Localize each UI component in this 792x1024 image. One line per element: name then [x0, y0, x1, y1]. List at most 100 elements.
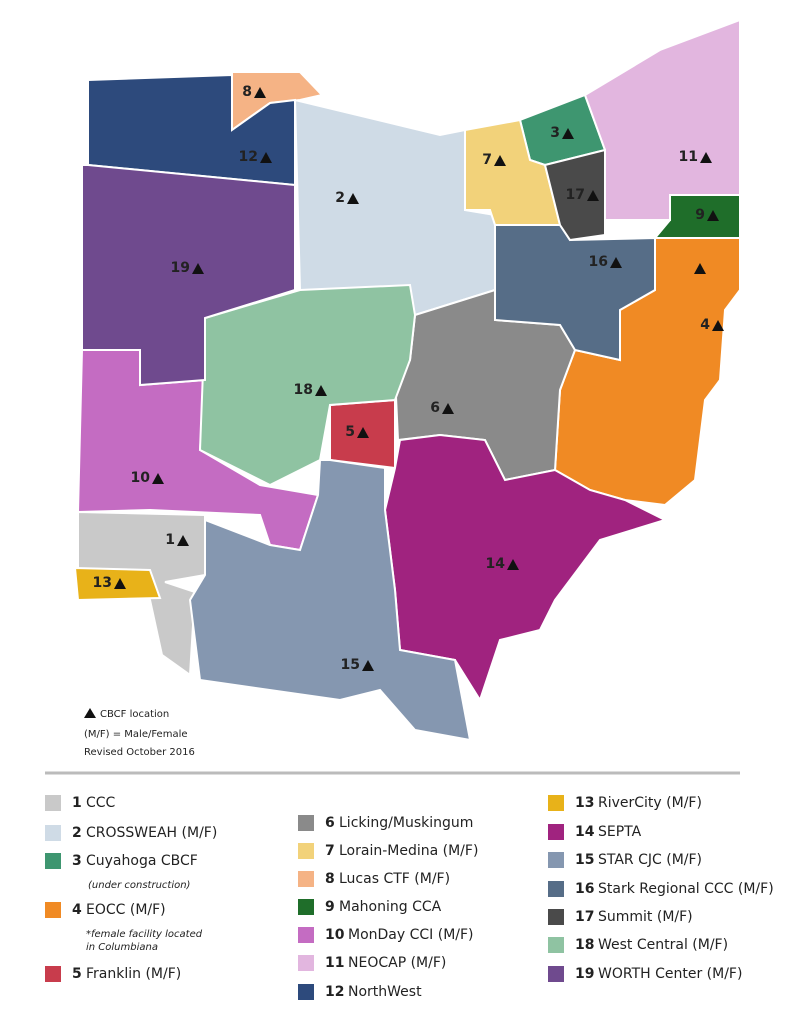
region-number: 12: [239, 149, 258, 165]
legend-number: 1: [72, 795, 82, 811]
key-text: Revised October 2016: [84, 747, 195, 758]
cbcf-marker: [694, 263, 706, 274]
legend-name: WORTH Center (M/F): [598, 966, 742, 982]
region-number: 7: [482, 152, 492, 168]
region-number: 4: [700, 317, 710, 333]
cbcf-marker: [357, 427, 369, 438]
legend-name: Lucas CTF (M/F): [339, 871, 450, 887]
cbcf-marker: [507, 559, 519, 570]
legend-swatch: [548, 966, 564, 982]
legend-number: 19: [575, 966, 594, 982]
legend-swatch: [298, 815, 314, 831]
legend-number: 6: [325, 815, 335, 831]
legend-swatch: [548, 937, 564, 953]
legend-name: CCC: [86, 795, 116, 811]
region: [583, 18, 741, 221]
region-number: 1: [165, 532, 175, 548]
legend-number: 15: [575, 852, 594, 868]
region-shapes: [73, 18, 741, 742]
region-number: 11: [679, 149, 698, 165]
region-number: 14: [486, 556, 506, 572]
region: [543, 148, 606, 242]
legend-number: 9: [325, 899, 335, 915]
legend-name: Lorain-Medina (M/F): [339, 843, 478, 859]
region-number: 5: [345, 424, 355, 440]
legend-swatch: [45, 795, 61, 811]
cbcf-marker: [177, 535, 189, 546]
legend-number: 7: [325, 843, 335, 859]
region-number: 8: [242, 84, 252, 100]
legend-number: 3: [72, 853, 82, 869]
cbcf-marker: [707, 210, 719, 221]
legend-swatch: [298, 843, 314, 859]
legend-swatch: [45, 825, 61, 841]
legend-number: 2: [72, 825, 82, 841]
legend-swatch: [298, 927, 314, 943]
legend-number: 5: [72, 966, 82, 982]
region-number: 2: [335, 190, 345, 206]
legend-name: Licking/Muskingum: [339, 815, 473, 831]
cbcf-marker: [192, 263, 204, 274]
legend-swatch: [548, 824, 564, 840]
legend-swatch: [298, 984, 314, 1000]
legend-swatch: [548, 909, 564, 925]
legend-name: Franklin (M/F): [86, 966, 181, 982]
legend-name: NEOCAP (M/F): [348, 955, 446, 971]
legend-note: *female facility located in Columbiana: [86, 929, 203, 953]
legend-name: Cuyahoga CBCF: [86, 853, 198, 869]
legend-swatch: [45, 902, 61, 918]
cbcf-marker: [254, 87, 266, 98]
legend-name: Stark Regional CCC (M/F): [598, 881, 774, 897]
legend-name: NorthWest: [348, 984, 422, 1000]
region: [81, 164, 296, 387]
region-number: 9: [695, 207, 705, 223]
legend-note: (under construction): [88, 880, 190, 891]
legend-number: 10: [325, 927, 345, 943]
legend-name: Mahoning CCA: [339, 899, 442, 915]
legend-name: CROSSWEAH (M/F): [86, 825, 217, 841]
legend-swatch: [298, 955, 314, 971]
key-marker: [84, 708, 96, 718]
region-number: 10: [131, 470, 151, 486]
cbcf-marker: [152, 473, 164, 484]
cbcf-marker: [114, 578, 126, 589]
legend-name: RiverCity (M/F): [598, 795, 702, 811]
region-number: 13: [93, 575, 112, 591]
cbcf-marker: [260, 152, 272, 163]
legend-swatch: [548, 881, 564, 897]
cbcf-marker: [315, 385, 327, 396]
legend-number: 4: [72, 902, 82, 918]
legend-name: SEPTA: [598, 824, 642, 840]
cbcf-marker: [610, 257, 622, 268]
legend-name: Summit (M/F): [598, 909, 693, 925]
region-number: 19: [171, 260, 190, 276]
legend-number: 14: [575, 824, 595, 840]
region: [198, 283, 417, 487]
legend-name: EOCC (M/F): [86, 902, 166, 918]
legend-number: 8: [325, 871, 335, 887]
cbcf-marker: [442, 403, 454, 414]
cbcf-marker: [347, 193, 359, 204]
legend-swatch: [548, 795, 564, 811]
key-text: CBCF location: [100, 709, 169, 720]
cbcf-marker: [494, 155, 506, 166]
legend-number: 18: [575, 937, 594, 953]
legend-number: 13: [575, 795, 594, 811]
region-number: 18: [294, 382, 313, 398]
cbcf-marker: [587, 190, 599, 201]
cbcf-marker: [362, 660, 374, 671]
region-number: 6: [430, 400, 440, 416]
legend-name: STAR CJC (M/F): [598, 852, 702, 868]
legend-number: 11: [325, 955, 344, 971]
key-text: (M/F) = Male/Female: [84, 729, 188, 740]
legend-name: West Central (M/F): [598, 937, 728, 953]
region-number: 15: [341, 657, 360, 673]
legend-swatch: [45, 853, 61, 869]
legend-swatch: [298, 899, 314, 915]
legend-swatch: [45, 966, 61, 982]
legend-number: 12: [325, 984, 344, 1000]
legend-name: MonDay CCI (M/F): [348, 927, 474, 943]
